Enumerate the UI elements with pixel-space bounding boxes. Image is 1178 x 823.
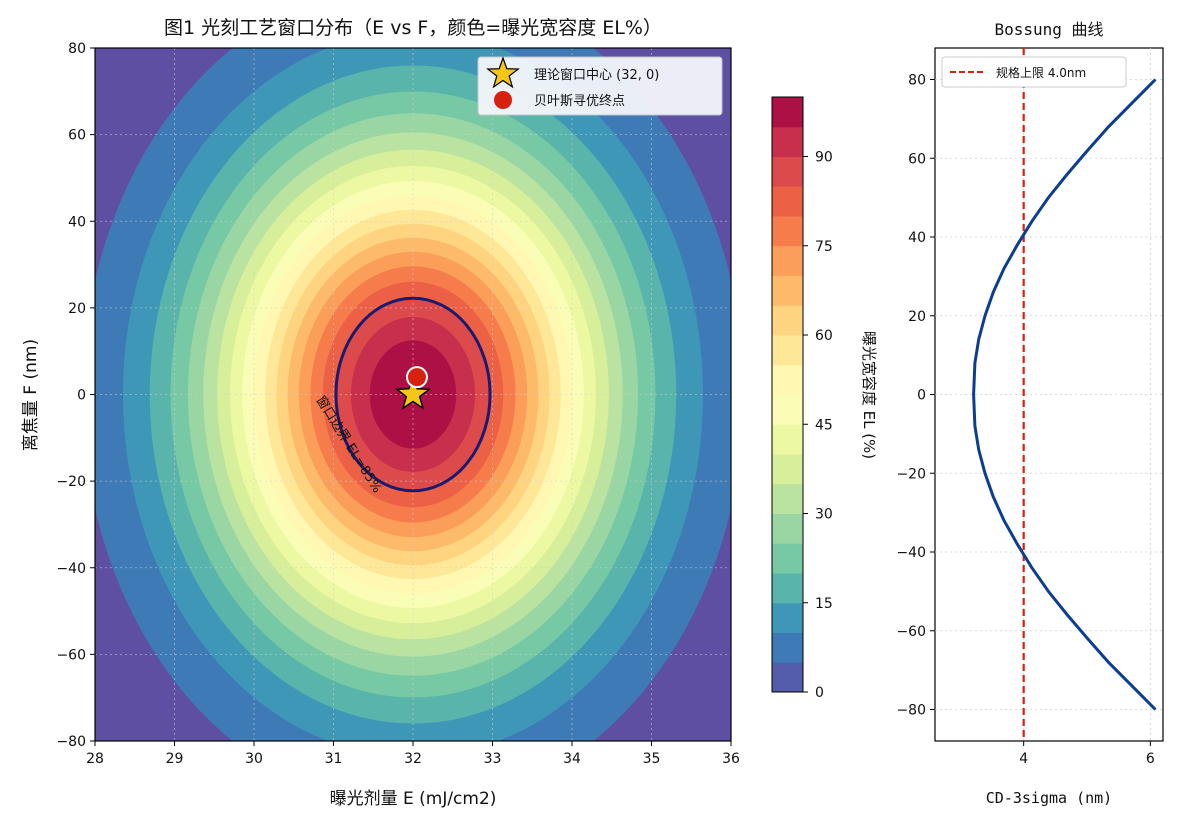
bossung-frame — [934, 47, 1164, 742]
heatmap-y-label: 离焦量 F (nm) — [21, 339, 41, 451]
colorbar-band-45 — [772, 394, 803, 425]
y-tick-label: 0 — [77, 388, 86, 404]
colorbar-label: 曝光宽容度 EL (%) — [860, 331, 878, 459]
colorbar-band-35 — [772, 454, 803, 485]
bossung-title: Bossung 曲线 — [994, 20, 1103, 39]
bossung-y-tick-label: −80 — [896, 703, 926, 719]
x-tick-label: 32 — [404, 751, 422, 767]
y-tick-label: −60 — [56, 647, 86, 663]
colorbar-tick-label: 60 — [815, 328, 833, 344]
colorbar: 0 15 30 45 60 75 90 曝光宽容度 EL (%) — [771, 96, 878, 701]
x-tick-label: 30 — [245, 751, 263, 767]
y-tick-label: 20 — [68, 301, 86, 317]
colorbar-band-70 — [772, 245, 803, 276]
heatmap-x-axis: 28 29 30 31 32 33 34 35 36 — [86, 741, 740, 767]
colorbar-band-0 — [772, 662, 803, 693]
colorbar-band-55 — [772, 335, 803, 366]
colorbar-band-50 — [772, 364, 803, 395]
bayes-optimum-marker — [405, 366, 428, 389]
bossung-x-tick-label: 6 — [1146, 751, 1155, 767]
colorbar-band-15 — [772, 573, 803, 604]
legend-label-optimum: 贝叶斯寻优终点 — [534, 93, 625, 109]
bossung-legend: 规格上限 4.0nm — [941, 56, 1127, 88]
colorbar-ticks: 0 15 30 45 60 75 90 — [803, 150, 833, 701]
colorbar-band-20 — [772, 543, 803, 574]
colorbar-tick-label: 75 — [815, 239, 833, 255]
y-tick-label: 80 — [68, 41, 86, 57]
bossung-legend-box — [941, 56, 1127, 88]
y-tick-label: −40 — [56, 561, 86, 577]
x-tick-label: 29 — [166, 751, 184, 767]
bossung-y-tick-label: 20 — [908, 309, 926, 325]
heatmap-panel: 窗口边界 EL=85% 28 29 30 31 32 33 34 35 36 −80−60−40… — [21, 17, 740, 809]
colorbar-tick-label: 45 — [815, 417, 833, 433]
legend-label-center: 理论窗口中心 (32, 0) — [534, 67, 659, 83]
bossung-y-tick-label: 80 — [908, 73, 926, 89]
colorbar-bands — [772, 97, 803, 693]
y-tick-label: 40 — [68, 214, 86, 230]
colorbar-band-60 — [772, 305, 803, 336]
heatmap-x-label: 曝光剂量 E (mJ/cm2) — [330, 789, 497, 809]
contour-el-85 — [334, 296, 492, 493]
bossung-y-tick-label: −40 — [896, 545, 926, 561]
colorbar-band-5 — [772, 632, 803, 663]
y-tick-label: 60 — [68, 128, 86, 144]
bossung-y-tick-label: 0 — [917, 388, 926, 404]
colorbar-band-90 — [772, 126, 803, 157]
colorbar-band-95 — [772, 97, 803, 128]
x-tick-label: 35 — [643, 751, 661, 767]
bossung-y-tick-label: 40 — [908, 230, 926, 246]
bossung-x-tick-label: 4 — [1019, 751, 1028, 767]
bossung-x-label: CD-3sigma (nm) — [986, 789, 1112, 807]
heatmap-bands — [95, 48, 731, 741]
colorbar-band-10 — [772, 602, 803, 633]
x-tick-label: 34 — [563, 751, 581, 767]
colorbar-tick-label: 90 — [815, 150, 833, 166]
colorbar-band-25 — [772, 513, 803, 544]
bossung-y-tick-label: −20 — [896, 466, 926, 482]
colorbar-band-80 — [772, 186, 803, 217]
heatmap-y-axis: −80 −60 −40 −20 0 20 40 60 80 — [56, 41, 95, 750]
bossung-legend-label: 规格上限 4.0nm — [996, 65, 1086, 80]
colorbar-band-40 — [772, 424, 803, 455]
theory-center-star-marker — [394, 375, 432, 410]
colorbar-frame — [771, 96, 804, 693]
bossung-y-axis: −80 −60 −40 −20 0 20 40 60 80 — [896, 73, 935, 719]
colorbar-band-30 — [772, 483, 803, 514]
x-tick-label: 31 — [325, 751, 343, 767]
colorbar-band-85 — [772, 156, 803, 187]
legend-circle-icon — [494, 91, 512, 109]
y-tick-label: −80 — [56, 734, 86, 750]
colorbar-band-65 — [772, 275, 803, 306]
x-tick-label: 36 — [722, 751, 740, 767]
bossung-curve — [972, 78, 1157, 711]
heatmap-legend: 理论窗口中心 (32, 0) 贝叶斯寻优终点 — [477, 56, 723, 116]
heatmap-title: 图1 光刻工艺窗口分布（E vs F，颜色=曝光宽容度 EL%） — [164, 17, 662, 39]
legend-box — [477, 56, 723, 116]
x-tick-label: 33 — [484, 751, 502, 767]
y-tick-label: −20 — [56, 474, 86, 490]
bossung-y-tick-label: −60 — [896, 624, 926, 640]
x-tick-label: 28 — [86, 751, 104, 767]
colorbar-tick-label: 0 — [815, 685, 824, 701]
legend-star-icon — [486, 56, 520, 89]
colorbar-tick-label: 15 — [815, 596, 833, 612]
bossung-y-tick-label: 60 — [908, 151, 926, 167]
colorbar-band-75 — [772, 216, 803, 247]
colorbar-tick-label: 30 — [815, 507, 833, 523]
